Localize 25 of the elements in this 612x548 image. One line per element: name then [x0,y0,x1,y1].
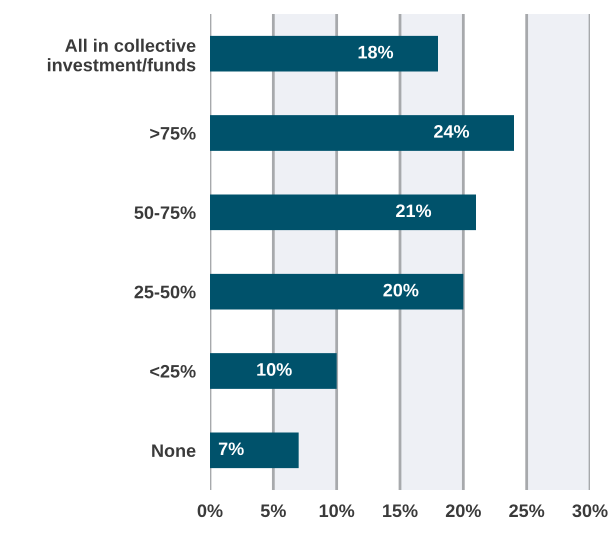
data-label: 21% [396,204,432,218]
y-tick-label: <25% [150,364,196,378]
x-tick-label: 10% [320,504,354,518]
bar [210,194,476,230]
data-label: 10% [257,363,292,376]
bar [210,432,299,468]
x-tick-label: 15% [383,504,418,518]
x-tick-label: 20% [446,504,481,518]
data-label: 24% [434,125,470,138]
y-tick-label: 25-50% [134,286,196,298]
data-label: 20% [383,284,418,297]
y-tick-label: 50-75% [134,206,196,220]
x-tick-label: 0% [198,504,223,518]
bar [210,36,438,72]
bar [210,115,514,151]
bar [210,274,464,310]
x-tick-label: 5% [260,504,286,518]
x-tick-label: 25% [509,504,544,518]
x-tick-label: 30% [572,504,608,518]
data-label: 18% [358,46,394,59]
bar [210,353,337,389]
y-tick-label: >75% [150,126,196,140]
y-tick-label: None [152,444,196,458]
data-label: 7% [218,442,244,456]
y-tick-label: All in collective investment/funds [48,38,196,72]
